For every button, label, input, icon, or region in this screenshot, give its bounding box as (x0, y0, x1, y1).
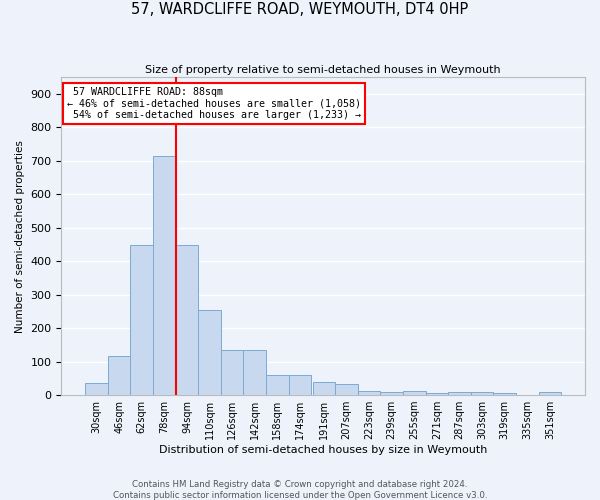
Text: 57 WARDCLIFFE ROAD: 88sqm
← 46% of semi-detached houses are smaller (1,058)
 54%: 57 WARDCLIFFE ROAD: 88sqm ← 46% of semi-… (67, 86, 361, 120)
Text: Contains HM Land Registry data © Crown copyright and database right 2024.
Contai: Contains HM Land Registry data © Crown c… (113, 480, 487, 500)
Bar (108, 356, 130, 395)
Bar (244, 350, 266, 395)
Bar (221, 350, 244, 395)
Text: 57, WARDCLIFFE ROAD, WEYMOUTH, DT4 0HP: 57, WARDCLIFFE ROAD, WEYMOUTH, DT4 0HP (131, 2, 469, 18)
Bar (335, 384, 358, 395)
Bar (85, 384, 108, 395)
Y-axis label: Number of semi-detached properties: Number of semi-detached properties (15, 140, 25, 332)
Bar (539, 392, 561, 395)
Bar (380, 392, 403, 395)
Bar (153, 156, 176, 395)
Bar (266, 375, 289, 395)
Bar (448, 392, 471, 395)
Bar (130, 245, 153, 395)
Bar (289, 375, 311, 395)
Bar (425, 394, 448, 395)
Bar (176, 245, 198, 395)
Title: Size of property relative to semi-detached houses in Weymouth: Size of property relative to semi-detach… (145, 65, 501, 75)
Bar (198, 310, 221, 395)
Bar (471, 392, 493, 395)
Bar (493, 394, 516, 395)
Bar (358, 391, 380, 395)
X-axis label: Distribution of semi-detached houses by size in Weymouth: Distribution of semi-detached houses by … (159, 445, 487, 455)
Bar (313, 382, 335, 395)
Bar (403, 391, 425, 395)
